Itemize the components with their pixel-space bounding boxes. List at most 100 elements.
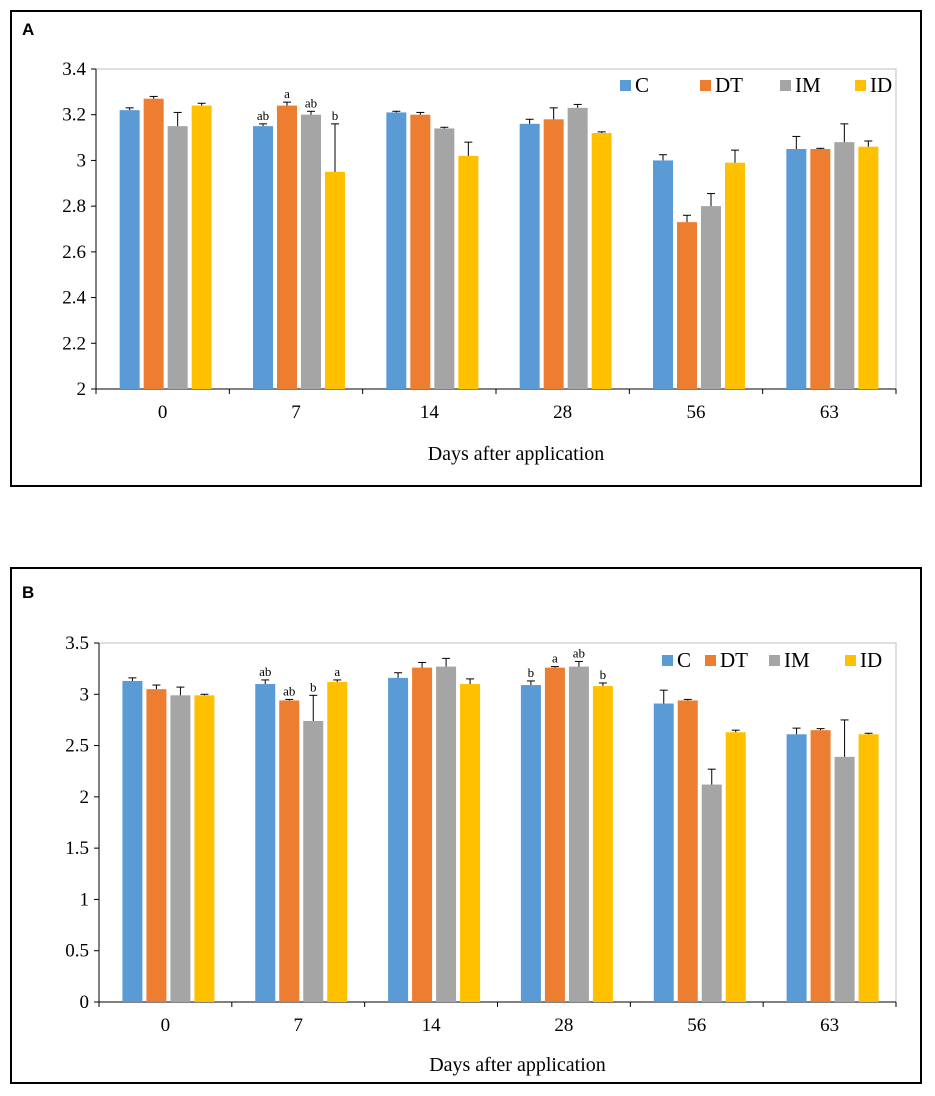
x-axis-title-b: Days after application — [429, 1054, 606, 1076]
bar-b-id-day-7 — [327, 681, 348, 1002]
y-tick-label-b: 1 — [80, 889, 90, 910]
bar-a-c-day-14 — [386, 112, 407, 389]
bar-a-dt-day-56 — [677, 222, 697, 389]
bar-a-dt-day-7 — [277, 105, 297, 390]
x-tick-label-a: 14 — [420, 402, 440, 423]
y-tick-label-b: 1.5 — [65, 838, 89, 859]
bar-b-id-day-63 — [858, 734, 879, 1002]
bar-a-dt-day-28 — [543, 119, 564, 390]
significance-label-b: a — [334, 664, 340, 679]
significance-label-b: a — [552, 651, 558, 666]
chart-panel-b: B 0 0.5 1 1.5 2 2.5 3 3.5 0 7 14 28 56 63 ab b ab a b ab a b C… — [10, 567, 922, 1084]
x-tick-label-b: 56 — [687, 1015, 706, 1036]
significance-label-b: b — [600, 667, 607, 682]
y-tick-label-b: 2 — [80, 787, 90, 808]
bar-b-im-day-7 — [303, 720, 324, 1002]
bar-a-dt-day-14 — [410, 114, 431, 389]
bar-b-c-day-14 — [388, 677, 409, 1002]
bar-b-c-day-63 — [786, 734, 807, 1002]
bar-a-id-day-14 — [458, 155, 479, 389]
legend-swatch-b-im — [769, 655, 780, 666]
x-tick-label-b: 7 — [294, 1015, 304, 1036]
bar-b-im-day-14 — [436, 666, 457, 1002]
y-tick-label-b: 0.5 — [65, 941, 89, 962]
legend-label-b-c: C — [677, 648, 691, 672]
bar-a-c-day-28 — [519, 123, 540, 389]
y-tick-label-a: 2.4 — [62, 288, 86, 309]
bar-b-im-day-0 — [170, 695, 191, 1002]
y-tick-label-b: 3 — [80, 684, 90, 705]
bar-a-im-day-28 — [567, 107, 588, 389]
x-tick-label-b: 63 — [820, 1015, 839, 1036]
x-tick-label-a: 56 — [687, 402, 706, 423]
bar-a-c-day-56 — [653, 160, 673, 389]
legend-label-a-im: IM — [795, 73, 821, 97]
bar-b-c-day-0 — [122, 680, 143, 1002]
x-axis-title-a: Days after application — [428, 443, 605, 465]
significance-label-b: b — [310, 679, 317, 694]
bar-b-dt-day-7 — [279, 700, 300, 1002]
significance-label-b: ab — [259, 664, 271, 679]
bar-a-im-day-0 — [167, 126, 188, 390]
legend-swatch-a-c — [620, 80, 631, 91]
bar-b-id-day-14 — [460, 684, 481, 1002]
legend-label-b-id: ID — [860, 648, 882, 672]
bar-b-im-day-28 — [568, 666, 589, 1002]
panel-letter-b: B — [22, 583, 35, 602]
bar-a-id-day-7 — [325, 171, 345, 389]
legend-swatch-a-id — [855, 80, 866, 91]
legend-swatch-b-dt — [705, 655, 716, 666]
bar-a-c-day-7 — [253, 126, 273, 390]
legend-label-b-im: IM — [784, 648, 810, 672]
y-tick-label-a: 2.8 — [62, 196, 86, 217]
y-tick-label-b: 2.5 — [65, 736, 89, 757]
panel-letter-a: A — [22, 20, 35, 39]
y-tick-label-b: 3.5 — [65, 633, 89, 654]
bar-a-im-day-7 — [301, 114, 321, 389]
legend-label-a-dt: DT — [715, 73, 743, 97]
legend-swatch-b-c — [662, 655, 673, 666]
bar-b-c-day-56 — [653, 703, 674, 1002]
bar-a-id-day-63 — [858, 146, 879, 389]
bar-b-dt-day-56 — [677, 700, 698, 1002]
x-tick-label-a: 7 — [291, 402, 301, 423]
x-tick-label-b: 14 — [422, 1015, 442, 1036]
bar-b-id-day-0 — [194, 695, 215, 1002]
bar-a-im-day-14 — [434, 128, 455, 389]
y-tick-label-a: 3 — [77, 150, 87, 171]
bar-a-id-day-28 — [591, 133, 612, 389]
significance-label-a: ab — [305, 95, 317, 110]
bar-a-dt-day-0 — [143, 98, 164, 389]
x-tick-label-a: 28 — [553, 402, 572, 423]
legend-label-b-dt: DT — [720, 648, 748, 672]
chart-panel-a: A 2 2.2 2.4 2.6 2.8 3 3.2 3.4 0 7 14 28 56 63 ab a ab b C D… — [10, 10, 922, 487]
legend-label-a-c: C — [635, 73, 649, 97]
plot-area-a — [95, 68, 897, 390]
bar-a-id-day-56 — [725, 162, 745, 389]
plot-area-b — [98, 642, 897, 1003]
bar-b-dt-day-0 — [146, 689, 167, 1002]
bar-a-id-day-0 — [191, 105, 212, 390]
bar-b-c-day-7 — [255, 684, 276, 1002]
bar-b-id-day-28 — [592, 686, 613, 1002]
bar-b-id-day-56 — [725, 732, 746, 1002]
y-tick-label-a: 3.4 — [62, 59, 86, 80]
legend-swatch-a-im — [780, 80, 791, 91]
bar-b-c-day-28 — [520, 685, 541, 1002]
bar-b-dt-day-14 — [412, 667, 433, 1002]
significance-label-a: b — [332, 108, 339, 123]
bar-b-im-day-63 — [834, 756, 855, 1002]
bar-b-im-day-56 — [701, 784, 722, 1002]
y-tick-label-a: 2.6 — [62, 242, 86, 263]
x-tick-label-b: 28 — [554, 1015, 573, 1036]
bar-a-im-day-56 — [701, 206, 721, 389]
bar-a-im-day-63 — [834, 142, 855, 389]
legend-swatch-b-id — [845, 655, 856, 666]
significance-label-b: ab — [573, 645, 585, 660]
bar-a-c-day-0 — [119, 110, 140, 390]
significance-label-b: ab — [283, 683, 295, 698]
x-tick-label-a: 0 — [158, 402, 168, 423]
bar-a-c-day-63 — [786, 149, 807, 389]
